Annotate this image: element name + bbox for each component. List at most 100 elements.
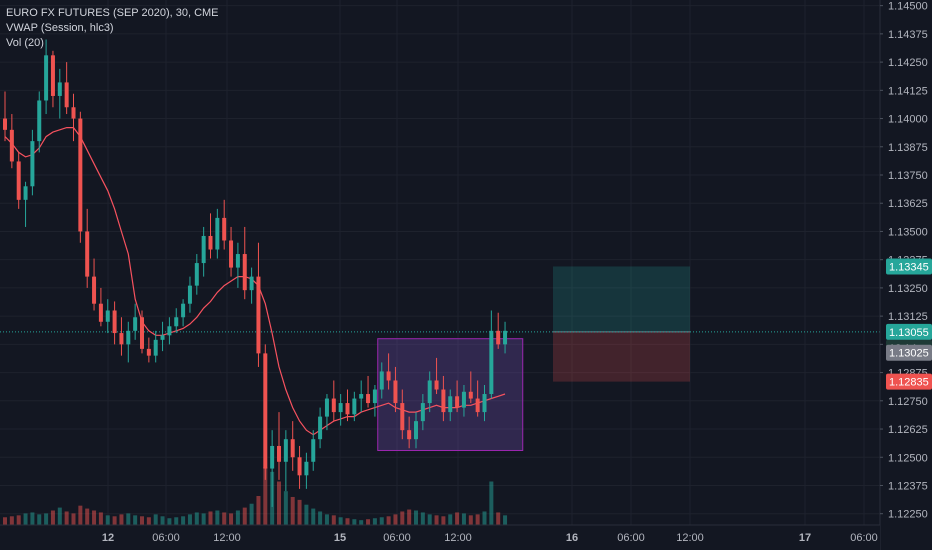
candle[interactable] xyxy=(208,213,213,259)
candle[interactable] xyxy=(407,416,412,449)
candle[interactable] xyxy=(461,385,466,417)
candle[interactable] xyxy=(85,208,90,288)
candle[interactable] xyxy=(379,362,384,399)
price-axis-background[interactable] xyxy=(880,0,932,550)
candle[interactable] xyxy=(304,452,309,489)
candle[interactable] xyxy=(201,226,206,277)
candle[interactable] xyxy=(441,375,446,422)
position-stop-zone[interactable] xyxy=(553,331,690,382)
price-axis[interactable]: 1.14500 1.14375 1.14250 1.14125 1.14000 1.138… xyxy=(879,0,932,550)
vwap-indicator-label[interactable]: VWAP (Session, hlc3) xyxy=(6,22,114,34)
volume-bar xyxy=(338,517,343,525)
position-target-zone[interactable] xyxy=(553,266,690,332)
candle[interactable] xyxy=(496,312,501,349)
candle[interactable] xyxy=(9,114,14,169)
candle[interactable] xyxy=(366,375,371,408)
candle[interactable] xyxy=(16,152,21,209)
price-tick-label: 1.13500 xyxy=(888,226,928,238)
time-axis[interactable]: 12 06:00 12:00 15 06:00 12:00 16 06:00 12:00 17 06… xyxy=(0,524,880,550)
candle[interactable] xyxy=(92,258,97,311)
symbol-title[interactable]: EURO FX FUTURES (SEP 2020), 30, CME xyxy=(6,7,219,19)
candle[interactable] xyxy=(160,321,165,352)
volume-bar xyxy=(30,512,35,525)
candle[interactable] xyxy=(427,371,432,413)
candle[interactable] xyxy=(140,310,144,354)
candle[interactable] xyxy=(359,380,364,413)
volume-bar xyxy=(249,503,254,525)
volume-indicator-label[interactable]: Vol (20) xyxy=(6,37,44,49)
candles[interactable] xyxy=(3,39,508,507)
candle[interactable] xyxy=(153,330,158,363)
time-tick-label: 06:00 xyxy=(617,532,645,544)
candle[interactable] xyxy=(229,226,234,277)
candle[interactable] xyxy=(414,412,418,449)
candle[interactable] xyxy=(503,321,508,354)
candle[interactable] xyxy=(78,111,83,243)
candle[interactable] xyxy=(297,445,302,489)
candle[interactable] xyxy=(30,129,35,196)
candle[interactable] xyxy=(393,366,398,413)
candle-body xyxy=(181,303,186,318)
candle[interactable] xyxy=(475,380,480,417)
candle[interactable] xyxy=(112,301,117,345)
time-tick-label: 12 xyxy=(102,532,114,544)
candle[interactable] xyxy=(372,385,377,417)
candle[interactable] xyxy=(256,242,261,367)
candle[interactable] xyxy=(420,394,425,431)
volume-bar xyxy=(256,496,261,525)
candle[interactable] xyxy=(222,199,227,250)
candle-body xyxy=(215,217,220,250)
candle[interactable] xyxy=(283,430,288,492)
candle[interactable] xyxy=(311,430,316,471)
candle[interactable] xyxy=(215,208,220,259)
candle[interactable] xyxy=(119,317,124,356)
candle[interactable] xyxy=(146,337,151,363)
candle[interactable] xyxy=(290,421,295,471)
candle[interactable] xyxy=(235,242,240,288)
candle[interactable] xyxy=(489,310,494,399)
last-price-badge: 1.13055 xyxy=(886,323,932,340)
candle[interactable] xyxy=(167,317,172,345)
entry-price-badge: 1.13025 xyxy=(886,344,932,361)
candle[interactable] xyxy=(50,50,55,108)
candle[interactable] xyxy=(434,357,439,395)
candle[interactable] xyxy=(64,62,69,115)
candle[interactable] xyxy=(482,385,487,422)
candle[interactable] xyxy=(468,371,473,404)
candle[interactable] xyxy=(37,91,42,153)
candle-body xyxy=(475,398,480,413)
candle[interactable] xyxy=(57,68,62,119)
candle[interactable] xyxy=(98,287,103,327)
candle[interactable] xyxy=(277,412,281,480)
candle[interactable] xyxy=(263,344,268,480)
candle[interactable] xyxy=(133,303,138,340)
candle[interactable] xyxy=(352,391,357,422)
candle[interactable] xyxy=(270,430,275,507)
candle[interactable] xyxy=(194,254,199,295)
candle[interactable] xyxy=(386,353,391,390)
candle[interactable] xyxy=(44,39,49,115)
candle[interactable] xyxy=(174,308,179,334)
candle[interactable] xyxy=(187,276,192,313)
candle[interactable] xyxy=(126,321,131,363)
time-axis-background[interactable] xyxy=(0,525,880,550)
candle[interactable] xyxy=(105,299,110,334)
candle[interactable] xyxy=(448,389,453,422)
candle[interactable] xyxy=(242,226,247,300)
candle[interactable] xyxy=(71,93,76,142)
candle[interactable] xyxy=(455,380,460,413)
candle[interactable] xyxy=(181,299,186,327)
candle[interactable] xyxy=(3,91,7,142)
candle[interactable] xyxy=(318,407,323,449)
volume-bar xyxy=(37,514,42,525)
candle[interactable] xyxy=(23,181,28,227)
candle[interactable] xyxy=(324,394,329,431)
candle[interactable] xyxy=(338,394,343,426)
candle[interactable] xyxy=(249,267,254,304)
candle[interactable] xyxy=(400,389,405,440)
candle[interactable] xyxy=(345,389,350,422)
candle[interactable] xyxy=(331,380,336,422)
